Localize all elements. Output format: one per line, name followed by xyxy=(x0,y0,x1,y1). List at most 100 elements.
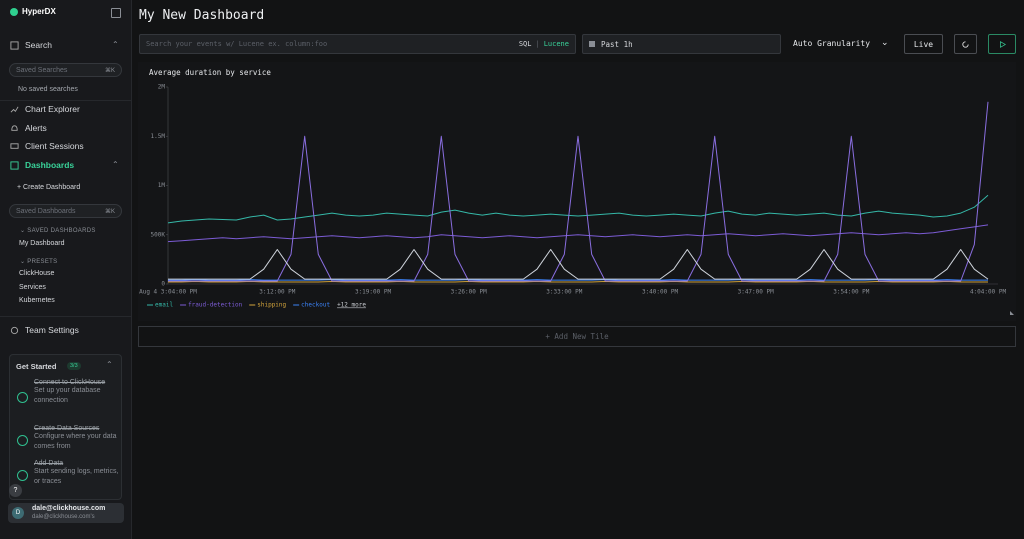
badge: 3/3 xyxy=(67,362,81,370)
nav-label: Team Settings xyxy=(25,325,79,335)
help-button[interactable]: ? xyxy=(9,484,22,497)
icon xyxy=(10,142,19,149)
placeholder: Saved Dashboards xyxy=(16,207,76,215)
lucene-toggle[interactable]: Lucene xyxy=(543,40,569,48)
add-tile-button[interactable]: + Add New Tile xyxy=(138,326,1016,347)
x-tick-label: 3:47:00 PM xyxy=(738,289,775,296)
sidebar: HyperDX Search ⌃ Saved Searches ⌘K No sa… xyxy=(0,0,132,539)
nav-label: Client Sessions xyxy=(25,141,84,151)
x-tick-label: 3:26:00 PM xyxy=(451,289,488,296)
nav-label: Dashboards xyxy=(25,160,75,170)
search-input[interactable]: Search your events w/ Lucene ex. column:… xyxy=(139,34,576,54)
chevron[interactable]: ⌄ xyxy=(881,37,889,47)
legend-label: email xyxy=(155,302,173,309)
user-email: dale@clickhouse.com's xyxy=(32,514,95,520)
section-heading: ⌄ SAVED DASHBOARDS xyxy=(20,228,96,234)
chevron[interactable]: ⌃ xyxy=(112,40,119,49)
step-desc: Start sending logs, metrics, or traces xyxy=(34,468,119,485)
icon xyxy=(11,124,18,131)
sql-toggle[interactable]: SQL xyxy=(518,40,532,48)
get-started-panel: Get Started 3/3 ⌃ Connect to ClickHouse … xyxy=(9,354,122,500)
heading-text: SAVED DASHBOARDS xyxy=(27,228,96,234)
heading-text: PRESETS xyxy=(27,259,58,265)
section-heading: ⌄ PRESETS xyxy=(20,259,58,265)
step-title: Add Data xyxy=(34,460,64,467)
brand: HyperDX xyxy=(22,7,56,16)
step: Create Data Sources Configure where your… xyxy=(34,425,120,452)
nav-team-settings[interactable]: Team Settings xyxy=(10,325,79,335)
x-tick-label: 3:12:00 PM xyxy=(259,289,296,296)
nav-search[interactable]: Search xyxy=(10,40,52,50)
nav-label: Search xyxy=(25,40,52,50)
y-tick-label: 2M xyxy=(158,84,166,91)
x-tick-label: 3:19:00 PM xyxy=(355,289,392,296)
step-title: Create Data Sources xyxy=(34,425,100,432)
legend-label: shipping xyxy=(257,302,286,309)
separator: | xyxy=(535,40,540,48)
saved-dashboards-input[interactable]: Saved Dashboards ⌘K xyxy=(9,204,122,218)
granularity-select[interactable]: Auto Granularity xyxy=(793,39,871,48)
collapse-button[interactable] xyxy=(111,8,121,18)
nav-label: Alerts xyxy=(25,123,47,133)
icon xyxy=(10,326,19,334)
step-title: Connect to ClickHouse xyxy=(34,379,106,386)
saved-searches-input[interactable]: Saved Searches ⌘K xyxy=(9,63,122,77)
run-button[interactable] xyxy=(988,34,1016,54)
create-dashboard[interactable]: + Create Dashboard xyxy=(17,184,81,191)
x-tick-label: Aug 4 3:04:00 PM xyxy=(139,289,197,296)
series-line xyxy=(167,194,989,224)
series-line xyxy=(168,101,989,282)
placeholder: Search your events w/ Lucene ex. column:… xyxy=(146,40,328,48)
icon xyxy=(10,40,19,50)
resize-handle[interactable] xyxy=(1010,311,1014,315)
chevron[interactable]: ⌃ xyxy=(112,160,119,169)
nav-dashboards[interactable]: Dashboards xyxy=(10,160,74,170)
y-tick-label: 500K xyxy=(151,231,166,238)
preset[interactable]: ClickHouse xyxy=(19,270,55,277)
time-range-picker[interactable]: Past 1h xyxy=(582,34,781,54)
nav-item[interactable]: Chart Explorer xyxy=(10,104,80,114)
legend-more[interactable]: +12 more xyxy=(337,302,366,309)
y-tick-label: 1.5M xyxy=(151,133,166,140)
icon xyxy=(10,160,19,170)
series-line xyxy=(168,249,989,280)
shortcut: ⌘K xyxy=(104,67,115,74)
empty-state: No saved searches xyxy=(18,86,78,93)
nav-item[interactable]: Alerts xyxy=(10,123,47,133)
x-tick-label: 4:04:00 PM xyxy=(970,289,1007,296)
divider xyxy=(0,100,131,101)
check-icon xyxy=(17,470,28,481)
step: Connect to ClickHouse Set up your databa… xyxy=(34,379,120,406)
live-button[interactable]: Live xyxy=(904,34,943,54)
user-card[interactable]: D dale@clickhouse.com dale@clickhouse.co… xyxy=(8,503,124,523)
calendar-icon xyxy=(589,41,595,47)
step: Add Data Start sending logs, metrics, or… xyxy=(34,460,120,487)
series-line xyxy=(168,281,988,283)
chevron[interactable]: ⌃ xyxy=(106,360,113,369)
saved-dashboard[interactable]: My Dashboard xyxy=(19,240,65,247)
nav-item[interactable]: Client Sessions xyxy=(10,141,84,151)
preset[interactable]: Kubernetes xyxy=(19,297,55,304)
shortcut: ⌘K xyxy=(104,208,115,215)
time-range: Past 1h xyxy=(601,39,633,49)
placeholder: Saved Searches xyxy=(16,66,68,74)
legend-label: fraud-detection xyxy=(188,302,243,309)
x-tick-label: 3:33:00 PM xyxy=(546,289,583,296)
nav-label: Chart Explorer xyxy=(25,104,80,114)
step-desc: Set up your database connection xyxy=(34,387,101,404)
refresh-button[interactable] xyxy=(954,34,977,54)
check-icon xyxy=(17,435,28,446)
legend-label: checkout xyxy=(301,302,330,309)
refresh-icon xyxy=(962,40,969,48)
chart: Average duration by service 0 500K 1M 1.5M 2… xyxy=(139,68,1014,315)
icon xyxy=(10,106,19,113)
x-tick-label: 3:54:00 PM xyxy=(833,289,870,296)
check-icon xyxy=(17,392,28,403)
dashboard-title[interactable]: My New Dashboard xyxy=(139,8,265,23)
brand-logo xyxy=(10,8,18,16)
y-tick-label: 1M xyxy=(158,182,166,189)
panel-title: Get Started xyxy=(16,362,57,371)
preset[interactable]: Services xyxy=(19,284,46,291)
